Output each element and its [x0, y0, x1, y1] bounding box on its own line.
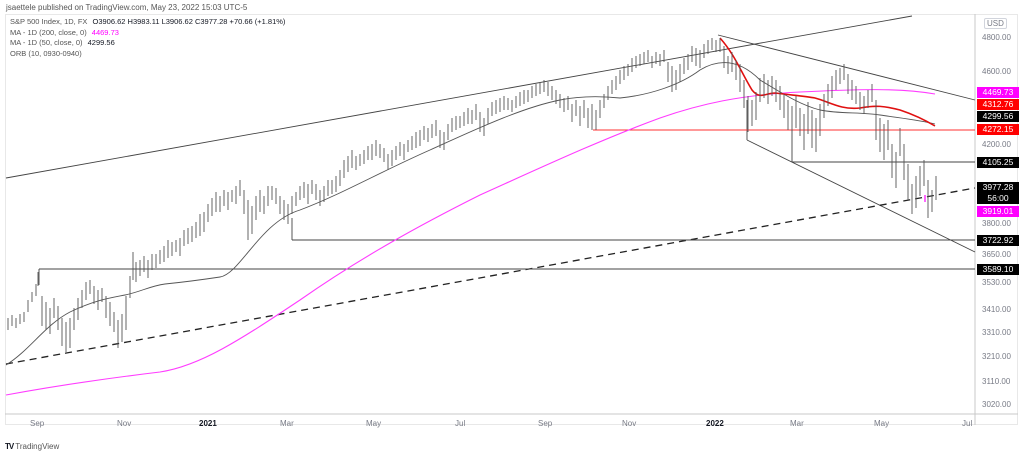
channel-upper-line: [717, 34, 976, 101]
tag-countdown: 56:00: [977, 193, 1019, 204]
y-tick-4800: 4800.00: [982, 33, 1011, 42]
ma200-line: [5, 89, 936, 396]
chart-frame: [5, 14, 1018, 425]
y-tick-3410: 3410.00: [982, 305, 1011, 314]
tag-red-ma: 4312.76: [977, 99, 1019, 110]
tag-level-4105: 4105.25: [977, 157, 1019, 168]
legend-ma200-value: 4469.73: [91, 27, 119, 37]
legend-ma200-row[interactable]: MA - 1D (200, close, 0) 4469.73: [10, 28, 285, 39]
tradingview-logo-icon: TV: [5, 442, 14, 451]
x-tick-mar-2021: Mar: [280, 419, 294, 428]
y-tick-3210: 3210.00: [982, 352, 1011, 361]
tag-level-3589: 3589.10: [977, 264, 1019, 275]
y-tick-3310: 3310.00: [982, 328, 1011, 337]
tag-last-price: 3977.28: [977, 182, 1019, 193]
tag-orb: 3919.01: [977, 206, 1019, 217]
legend-orb-row[interactable]: ORB (10, 0930-0940): [10, 49, 285, 60]
red-ma-line: [719, 37, 936, 127]
dashed-support-trendline: [5, 187, 976, 365]
x-tick-jul-2022: Jul: [962, 419, 973, 428]
x-tick-sep-2020: Sep: [30, 419, 45, 428]
x-tick-mar-2022: Mar: [790, 419, 804, 428]
tradingview-brand-label: TradingView: [15, 442, 60, 451]
x-tick-may-2022: May: [874, 419, 890, 428]
legend-ma50-row[interactable]: MA - 1D (50, close, 0) 4299.56: [10, 38, 285, 49]
y-tick-3110: 3110.00: [982, 377, 1011, 386]
x-tick-nov-2021: Nov: [622, 419, 637, 428]
x-tick-nov-2020: Nov: [117, 419, 132, 428]
y-tick-4600: 4600.00: [982, 67, 1011, 76]
y-tick-3020: 3020.00: [982, 400, 1011, 409]
tag-level-3722: 3722.92: [977, 235, 1019, 246]
channel-lower-line: [746, 139, 976, 253]
x-tick-may-2021: May: [366, 419, 382, 428]
x-tick-sep-2021: Sep: [538, 419, 553, 428]
x-tick-2022: 2022: [706, 419, 724, 428]
tradingview-brand[interactable]: TV TradingView: [5, 442, 59, 451]
legend-ohlc: O3906.62 H3983.11 L3906.62 C3977.28 +70.…: [92, 17, 286, 26]
legend-orb-label: ORB (10, 0930-0940): [10, 48, 82, 58]
legend-ma50-label: MA - 1D (50, close, 0): [10, 38, 83, 47]
publish-line: jsaettele published on TradingView.com, …: [6, 3, 248, 12]
legend-symbol-row[interactable]: S&P 500 Index, 1D, FX O3906.62 H3983.11 …: [10, 17, 285, 28]
upper-trendline: [5, 15, 913, 179]
tag-ma50: 4299.56: [977, 111, 1019, 122]
legend-ma50-value: 4299.56: [87, 38, 115, 47]
ma50-line: [5, 62, 936, 366]
y-tick-3800: 3800.00: [982, 219, 1011, 228]
legend-ma200-label: MA - 1D (200, close, 0): [10, 27, 87, 37]
chart-legend: S&P 500 Index, 1D, FX O3906.62 H3983.11 …: [10, 17, 285, 59]
y-tick-3530: 3530.00: [982, 278, 1011, 287]
price-bars: [7, 38, 937, 352]
tag-ma200: 4469.73: [977, 87, 1019, 98]
currency-badge[interactable]: USD: [984, 18, 1007, 29]
y-tick-4200: 4200.00: [982, 140, 1011, 149]
x-tick-jul-2021: Jul: [455, 419, 466, 428]
legend-symbol: S&P 500 Index, 1D, FX: [10, 17, 88, 26]
x-tick-2021: 2021: [199, 419, 217, 428]
y-tick-3650: 3650.00: [982, 250, 1011, 259]
tag-level-4272: 4272.15: [977, 124, 1019, 135]
